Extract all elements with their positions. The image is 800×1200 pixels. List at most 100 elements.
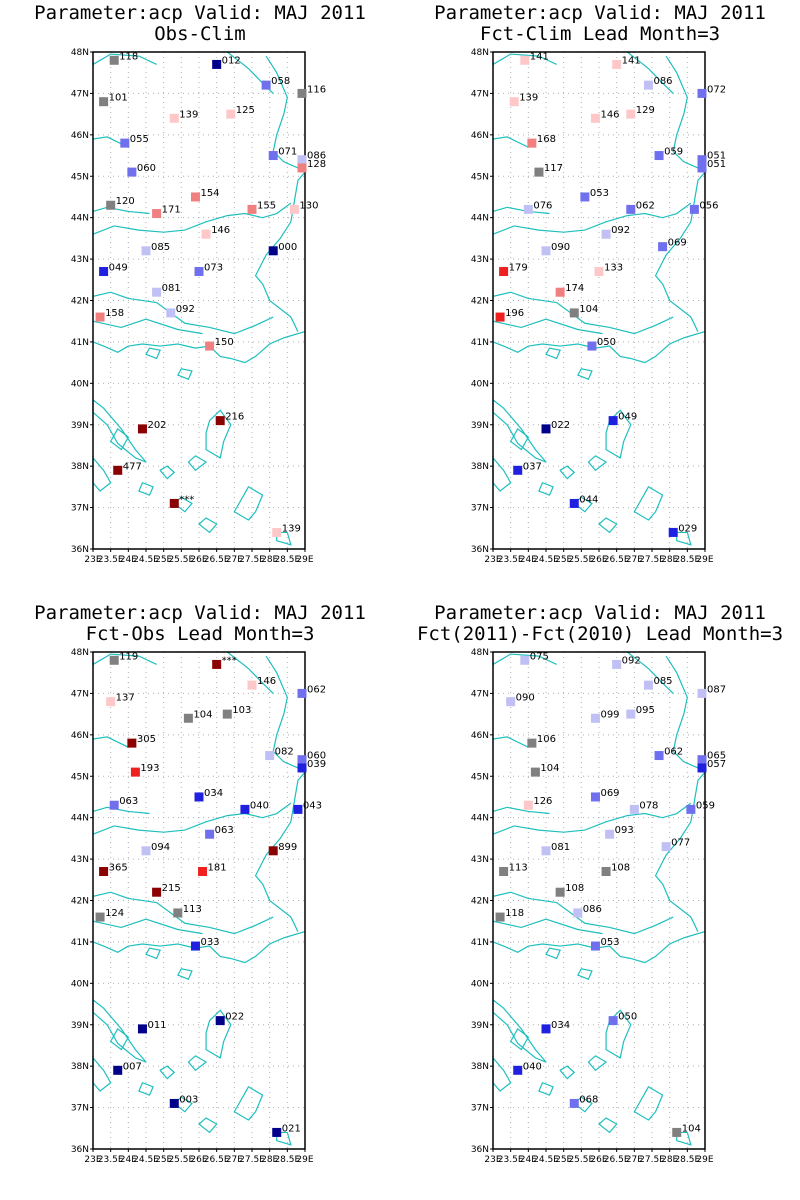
lat-tick-label: 40N: [71, 979, 89, 989]
station-marker: [240, 804, 250, 814]
lon-tick-label: 27E: [226, 1155, 243, 1165]
coastline: [492, 330, 706, 364]
island-outline: [587, 455, 608, 472]
island-outline: [205, 1009, 232, 1059]
lon-tick-label: 23E: [484, 1155, 501, 1165]
station-value-label: 086: [307, 151, 326, 162]
station-marker: [215, 416, 225, 426]
lon-tick-label: 28.5E: [274, 555, 300, 565]
station-marker: [697, 755, 707, 765]
station-marker: [590, 792, 600, 802]
station-value-label: 085: [653, 676, 672, 687]
island-outline: [159, 465, 176, 480]
lon-tick-label: 25E: [555, 555, 572, 565]
island-outline: [109, 427, 130, 451]
station-value-label: 053: [590, 188, 609, 199]
island-outline: [598, 517, 618, 534]
lon-tick-label: 28.5E: [674, 555, 700, 565]
coastline: [492, 930, 706, 964]
island-outline: [605, 409, 632, 459]
grid-lines: [92, 651, 306, 1150]
station-marker: [127, 738, 137, 748]
lat-tick-label: 38N: [471, 1062, 489, 1072]
station-marker: [205, 341, 215, 351]
station-value-label: 106: [537, 734, 556, 745]
station-marker: [99, 97, 109, 107]
station-marker: [697, 155, 707, 165]
lon-tick-label: 24E: [520, 555, 537, 565]
station-value-label: ***: [179, 494, 194, 505]
station-marker: [141, 246, 151, 256]
island-outline: [509, 427, 530, 451]
lon-tick-label: 27.5E: [639, 555, 665, 565]
lon-tick-label: 29E: [696, 1155, 713, 1165]
island-outline: [545, 347, 561, 360]
station-value-label: 104: [579, 304, 598, 315]
station-value-label: 060: [307, 751, 326, 762]
station-value-label: 196: [505, 308, 524, 319]
map-plot: 48N47N46N45N44N43N42N41N40N39N38N37N36N2…: [71, 48, 326, 565]
station-marker: [573, 908, 583, 918]
station-value-label: 063: [215, 825, 234, 836]
station-marker: [686, 804, 696, 814]
lon-tick-label: 26E: [590, 555, 607, 565]
station-value-label: 011: [147, 1020, 166, 1031]
station-marker: [590, 113, 600, 123]
coastline: [254, 171, 306, 332]
station-value-label: 092: [611, 225, 630, 236]
station-value-label: 050: [597, 337, 616, 348]
station-value-label: 113: [509, 863, 528, 874]
island-outline: [633, 486, 664, 521]
lon-tick-label: 26.5E: [604, 1155, 630, 1165]
station-marker: [513, 465, 523, 475]
lat-tick-label: 39N: [471, 1021, 489, 1031]
island-outline: [598, 1117, 618, 1134]
station-value-label: 118: [119, 51, 138, 62]
panel-title-line1: Parameter:acp Valid: MAJ 2011: [34, 2, 366, 24]
station-marker: [106, 697, 116, 707]
lat-tick-label: 47N: [71, 689, 89, 699]
lon-tick-label: 23.5E: [498, 555, 524, 565]
coastline: [92, 202, 292, 235]
station-value-label: 065: [707, 751, 726, 762]
station-value-label: 082: [275, 747, 294, 758]
station-value-label: 139: [519, 93, 538, 104]
station-value-label: 150: [215, 337, 234, 348]
station-value-label: 075: [530, 651, 549, 662]
station-value-label: 049: [109, 263, 128, 274]
station-value-label: 171: [162, 205, 181, 216]
lon-tick-label: 25.5E: [568, 555, 594, 565]
station-value-label: 158: [105, 308, 124, 319]
lon-tick-label: 25E: [155, 555, 172, 565]
station-value-label: 141: [622, 55, 641, 66]
lat-tick-label: 47N: [471, 689, 489, 699]
lat-tick-label: 46N: [71, 131, 89, 141]
station-value-label: 034: [551, 1020, 570, 1031]
lat-tick-label: 43N: [471, 255, 489, 265]
station-value-label: 000: [278, 242, 297, 253]
panel-title-line1: Parameter:acp Valid: MAJ 2011: [434, 2, 766, 24]
station-marker: [169, 113, 179, 123]
station-marker: [654, 751, 664, 761]
coastline: [665, 55, 699, 169]
station-marker: [495, 912, 505, 922]
station-marker: [499, 867, 509, 877]
lon-tick-label: 24.5E: [533, 1155, 559, 1165]
station-marker: [587, 341, 597, 351]
island-outline: [559, 465, 576, 480]
lon-tick-label: 26E: [590, 1155, 607, 1165]
station-value-label: 040: [250, 800, 269, 811]
station-marker: [205, 829, 215, 839]
island-outline: [173, 496, 193, 513]
lat-tick-label: 47N: [471, 89, 489, 99]
lat-tick-label: 43N: [71, 255, 89, 265]
map-panel-obs-clim: Parameter:acp Valid: MAJ 2011 Obs-Clim 4…: [0, 0, 400, 600]
coastline: [92, 736, 129, 748]
coastline: [492, 206, 550, 215]
station-marker: [137, 424, 147, 434]
coastline: [492, 136, 529, 148]
lat-tick-label: 39N: [71, 421, 89, 431]
panel-title-line1: Parameter:acp Valid: MAJ 2011: [34, 602, 366, 624]
station-marker: [297, 755, 307, 765]
